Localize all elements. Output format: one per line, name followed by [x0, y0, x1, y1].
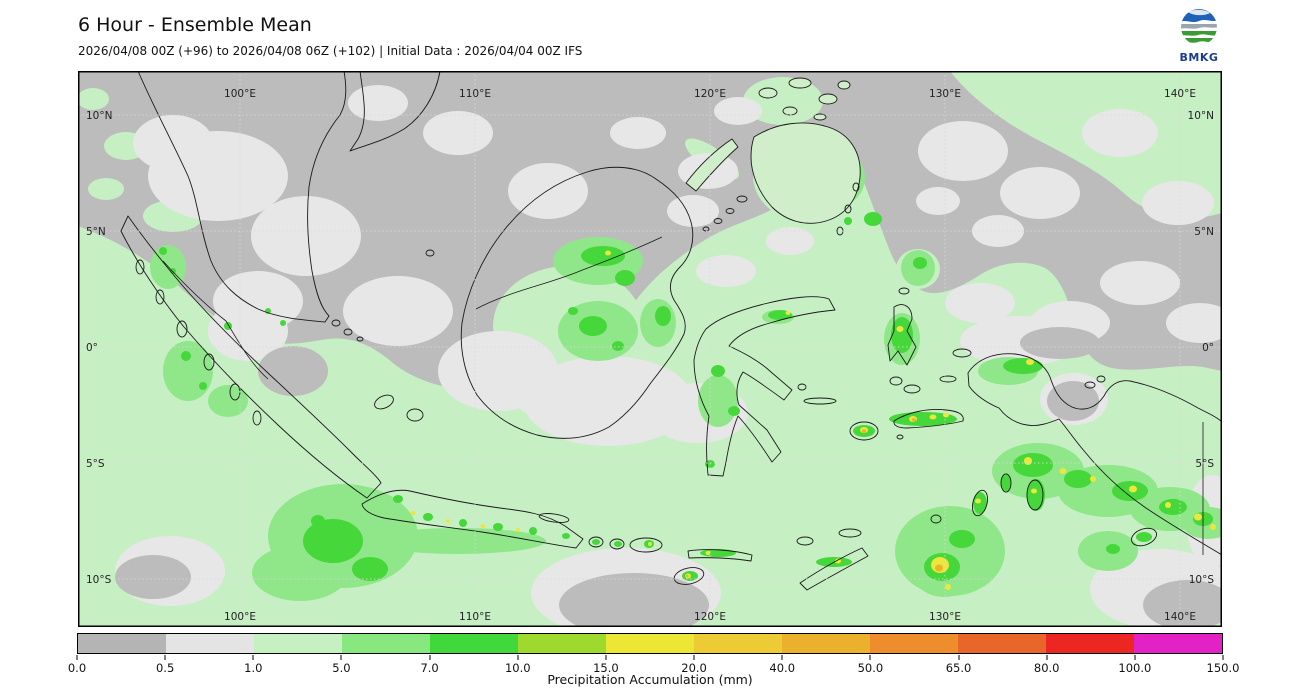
lat-label-right: 5°N [1194, 226, 1214, 238]
dry-gray-cores [115, 327, 1222, 627]
coastline-borneo [460, 166, 694, 439]
lat-label-left: 0° [86, 342, 98, 354]
coastlines-layer [120, 71, 1222, 591]
coastline-flores [687, 549, 753, 562]
page-subtitle: 2026/04/08 00Z (+96) to 2026/04/08 06Z (… [78, 44, 583, 58]
precipitation-map: 100°E 110°E 120°E 130°E 140°E 100°E 110°… [78, 71, 1222, 627]
coastline-papua [967, 353, 1222, 556]
colorbar-segment-10.0-15.0 [518, 634, 606, 653]
coastline-indochina [349, 71, 441, 152]
coastline-sulawesi [693, 296, 836, 477]
colorbar-segment-40.0-50.0 [782, 634, 870, 653]
lon-label-top: 110°E [459, 88, 491, 100]
lon-label-top: 120°E [694, 88, 726, 100]
lat-label-left: 5°N [86, 226, 106, 238]
lon-label-top: 140°E [1164, 88, 1196, 100]
colorbar-tick-mark [252, 655, 254, 660]
precip-trace-patches [115, 85, 1222, 627]
coastline-small-islands [135, 77, 1157, 585]
lat-label-right: 5°S [1195, 458, 1214, 470]
coastline-timor [799, 547, 869, 591]
colorbar-tick-mark [605, 655, 607, 660]
coastline-seram [893, 409, 964, 429]
colorbar-segment-1.0-5.0 [254, 634, 342, 653]
coastline-palawan [685, 138, 739, 192]
colorbar-tick-mark [958, 655, 960, 660]
colorbar-segment-100.0-150.0 [1134, 634, 1222, 653]
bmkg-logo-text: BMKG [1179, 51, 1219, 64]
coastline-mainland-asia [137, 71, 347, 323]
colorbar-segment-65.0-80.0 [958, 634, 1046, 653]
border-kalimantan-malaysia [475, 236, 663, 310]
precip-amber-cores [685, 418, 943, 578]
lon-label-bottom: 100°E [224, 611, 256, 623]
page-title: 6 Hour - Ensemble Mean [78, 14, 312, 36]
colorbar-segment-5.0-7.0 [342, 634, 430, 653]
colorbar-label: Precipitation Accumulation (mm) [547, 672, 753, 687]
colorbar-tick-mark [1134, 655, 1136, 660]
bmkg-logo: BMKG [1176, 6, 1222, 64]
colorbar-tick-mark [429, 655, 431, 660]
colorbar-segments [78, 634, 1222, 653]
lon-label-bottom: 110°E [459, 611, 491, 623]
colorbar-segment-80.0-100.0 [1046, 634, 1134, 653]
bmkg-globe-icon [1181, 9, 1217, 45]
lat-label-left: 5°S [86, 458, 105, 470]
lat-label-left: 10°S [86, 574, 112, 586]
colorbar-tick-mark [781, 655, 783, 660]
lon-label-top: 100°E [224, 88, 256, 100]
colorbar [77, 633, 1223, 654]
colorbar-tick-mark [76, 655, 78, 660]
lon-label-bottom: 120°E [694, 611, 726, 623]
coastline-mindanao [750, 122, 861, 224]
colorbar-segment-0.5-1.0 [166, 634, 254, 653]
map-area: 100°E 110°E 120°E 130°E 140°E 100°E 110°… [78, 71, 1222, 627]
colorbar-segment-0.0-0.5 [78, 634, 166, 653]
political-borders [162, 236, 1204, 555]
lon-label-bottom: 130°E [929, 611, 961, 623]
graticule [78, 71, 1222, 627]
coastline-java [361, 489, 584, 549]
colorbar-tick-mark [1046, 655, 1048, 660]
border-sumatra-province [162, 260, 269, 380]
colorbar-tick-mark [340, 655, 342, 660]
colorbar-tick-mark [693, 655, 695, 660]
coastline-sumatra [120, 215, 382, 499]
colorbar-tick-mark [1222, 655, 1224, 660]
colorbar-segment-7.0-10.0 [430, 634, 518, 653]
lat-label-right: 0° [1202, 342, 1214, 354]
map-frame [78, 71, 1222, 627]
colorbar-segment-20.0-40.0 [694, 634, 782, 653]
lat-label-right: 10°N [1188, 110, 1214, 122]
colorbar-segment-50.0-65.0 [870, 634, 958, 653]
lon-label-bottom: 140°E [1164, 611, 1196, 623]
colorbar-tick-mark [517, 655, 519, 660]
lon-label-top: 130°E [929, 88, 961, 100]
colorbar-tick-mark [869, 655, 871, 660]
lat-label-left: 10°N [86, 110, 112, 122]
coastline-halmahera [887, 304, 917, 366]
colorbar-tick-mark [164, 655, 166, 660]
graticule-labels: 100°E 110°E 120°E 130°E 140°E 100°E 110°… [86, 88, 1214, 623]
lat-label-right: 10°S [1189, 574, 1215, 586]
colorbar-segment-15.0-20.0 [606, 634, 694, 653]
